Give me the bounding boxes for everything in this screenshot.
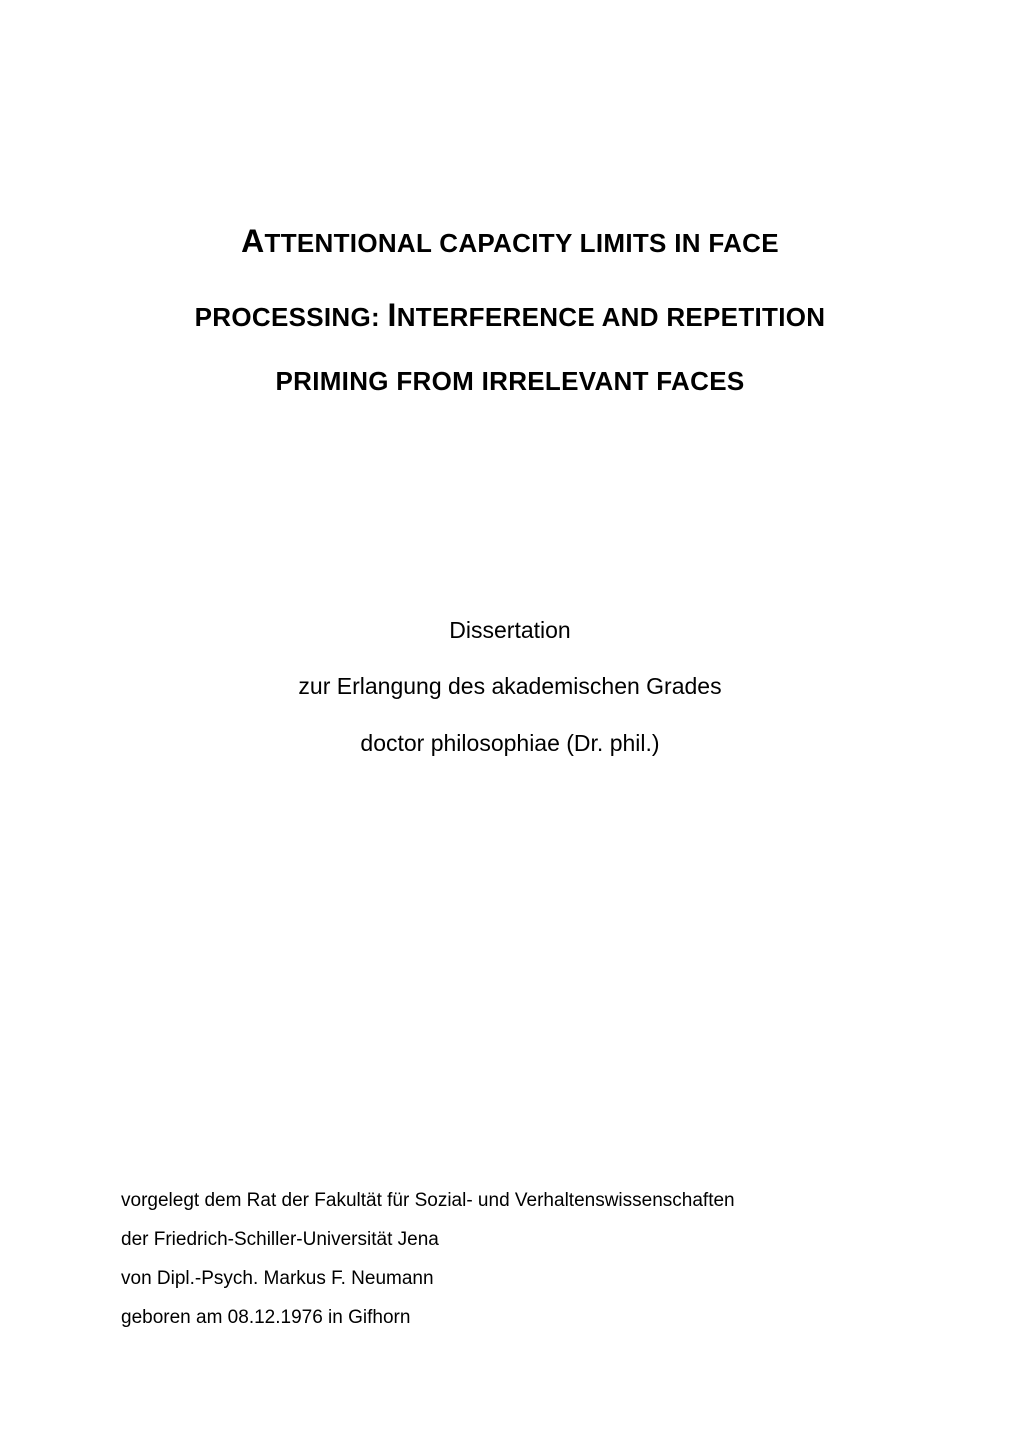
title-line-2-lead1: PROCESSING bbox=[195, 302, 371, 332]
footer-line-2: der Friedrich-Schiller-Universität Jena bbox=[121, 1221, 899, 1260]
title-page: ATTENTIONAL CAPACITY LIMITS IN FACE PROC… bbox=[0, 0, 1020, 1443]
title-line-2: PROCESSING: INTERFERENCE AND REPETITION bbox=[121, 279, 899, 353]
subtitle-line-2: zur Erlangung des akademischen Grades bbox=[121, 658, 899, 714]
title-line-3: PRIMING FROM IRRELEVANT FACES bbox=[121, 352, 899, 412]
title-line-2-rest: NTERFERENCE AND REPETITION bbox=[397, 302, 826, 332]
footer-line-3: von Dipl.-Psych. Markus F. Neumann bbox=[121, 1260, 899, 1299]
title-line-2-colon: : bbox=[371, 302, 387, 332]
title-line-2-lead2: I bbox=[388, 297, 397, 333]
title-line-1: ATTENTIONAL CAPACITY LIMITS IN FACE bbox=[121, 205, 899, 279]
subtitle-line-1: Dissertation bbox=[121, 602, 899, 658]
subtitle-line-3: doctor philosophiae (Dr. phil.) bbox=[121, 715, 899, 771]
footer-line-4: geboren am 08.12.1976 in Gifhorn bbox=[121, 1299, 899, 1338]
title-line-1-rest: TTENTIONAL CAPACITY LIMITS IN FACE bbox=[265, 228, 779, 258]
dissertation-subtitle: Dissertation zur Erlangung des akademisc… bbox=[121, 602, 899, 771]
footer-line-1: vorgelegt dem Rat der Fakultät für Sozia… bbox=[121, 1182, 899, 1221]
submission-info: vorgelegt dem Rat der Fakultät für Sozia… bbox=[121, 1182, 899, 1338]
dissertation-title: ATTENTIONAL CAPACITY LIMITS IN FACE PROC… bbox=[121, 205, 899, 412]
title-line-1-lead: A bbox=[241, 223, 264, 259]
